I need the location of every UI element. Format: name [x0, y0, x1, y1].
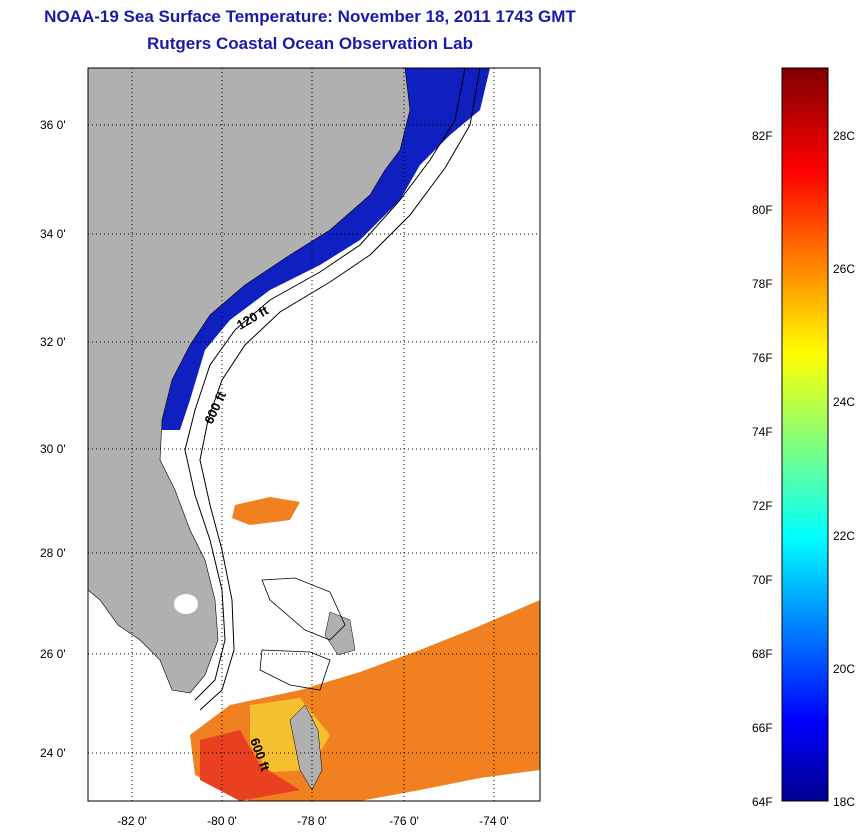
colorbar-f-label: 68F: [752, 647, 773, 661]
colorbar-c-label: 18C: [833, 795, 855, 809]
lat-label: 30 0': [40, 442, 66, 456]
colorbar-f-label: 80F: [752, 203, 773, 217]
colorbar-f-label: 66F: [752, 721, 773, 735]
lat-label: 32 0': [40, 335, 66, 349]
bahamas-bank-1: [261, 577, 346, 641]
lat-label: 24 0': [40, 746, 66, 760]
colorbar-f-label: 78F: [752, 277, 773, 291]
lat-label: 36 0': [40, 118, 66, 132]
lon-label: -82 0': [117, 814, 147, 828]
cold-coastal-water: [160, 68, 490, 430]
colorbar-f-label: 70F: [752, 573, 773, 587]
colorbar-c-label: 24C: [833, 395, 855, 409]
bahamas-bank-2: [259, 649, 331, 691]
colorbar-f-label: 82F: [752, 129, 773, 143]
warm-water-red: [200, 730, 300, 801]
lat-label: 28 0': [40, 546, 66, 560]
lon-label: -78 0': [297, 814, 327, 828]
colorbar-f-label: 74F: [752, 425, 773, 439]
lat-label: 26 0': [40, 647, 66, 661]
colorbar-f-label: 76F: [752, 351, 773, 365]
land-southeast-us: [88, 68, 411, 694]
plot-frame: [87, 67, 541, 802]
lat-label: 34 0': [40, 227, 66, 241]
colorbar-c-label: 28C: [833, 129, 855, 143]
lat-lon-grid: [88, 68, 540, 801]
temperature-colorbar: [781, 67, 829, 802]
colorbar-f-label: 64F: [752, 795, 773, 809]
colorbar-c-label: 20C: [833, 662, 855, 676]
bahamas-island-1: [289, 704, 323, 791]
map-subtitle: Rutgers Coastal Ocean Observation Lab: [147, 34, 473, 53]
colorbar-c-label: 22C: [833, 529, 855, 543]
bahamas-island-2: [324, 611, 356, 656]
warm-patch-north: [232, 497, 300, 525]
contour-120ft: [184, 68, 466, 701]
lon-label: -80 0': [207, 814, 237, 828]
colorbar-f-label: 72F: [752, 499, 773, 513]
lon-label: -76 0': [389, 814, 419, 828]
colorbar-c-label: 26C: [833, 262, 855, 276]
lake-okeechobee: [174, 594, 198, 614]
map-title: NOAA-19 Sea Surface Temperature: Novembe…: [44, 7, 576, 26]
lon-label: -74 0': [479, 814, 509, 828]
